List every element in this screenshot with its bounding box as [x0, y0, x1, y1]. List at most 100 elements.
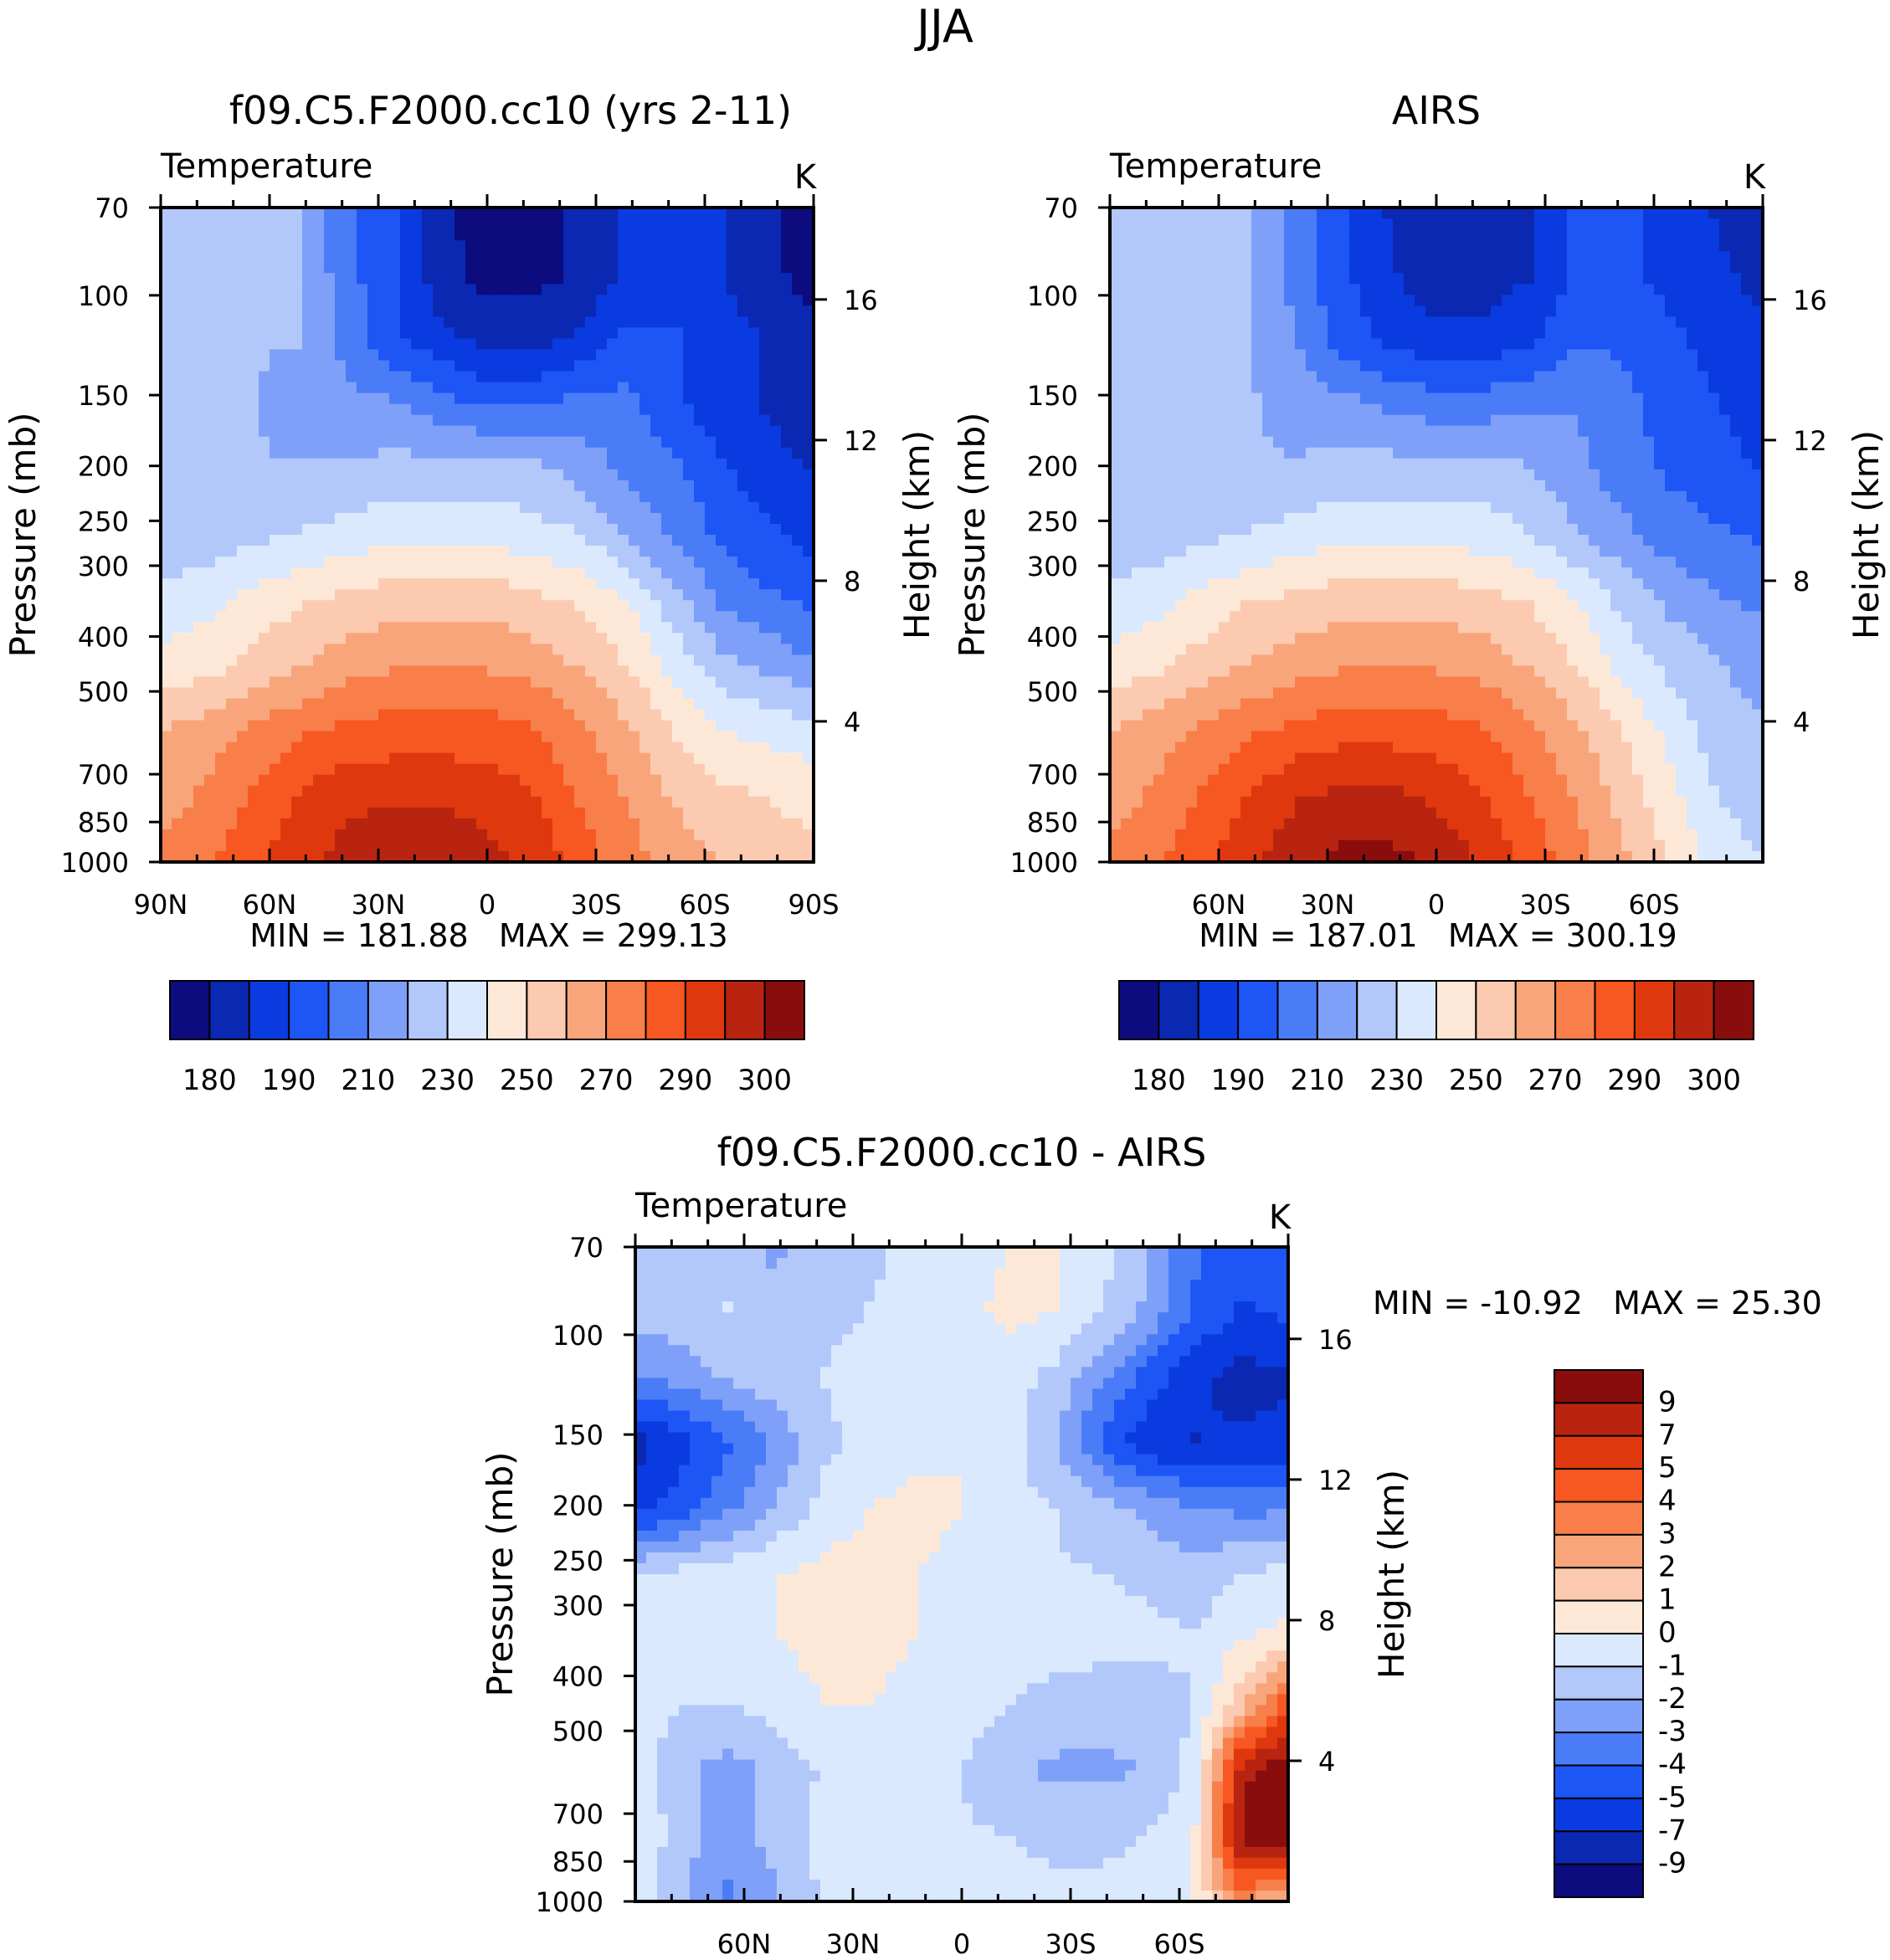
field-cell — [367, 535, 379, 546]
field-cell — [759, 622, 771, 634]
field-cell — [1328, 262, 1339, 274]
field-cell — [487, 796, 499, 808]
field-cell — [1534, 262, 1546, 274]
field-cell — [639, 818, 651, 830]
field-cell — [237, 229, 249, 241]
y-tick-label: 400 — [78, 622, 129, 654]
field-cell — [1600, 273, 1611, 285]
field-cell — [476, 240, 488, 252]
field-cell — [727, 425, 738, 438]
field-cell — [1621, 273, 1633, 285]
field-cell — [367, 490, 379, 503]
field-cell — [346, 535, 357, 546]
field-cell — [1240, 425, 1252, 438]
field-cell — [716, 622, 727, 634]
y-right-tick-label: 12 — [844, 425, 878, 457]
field-cell — [357, 523, 368, 536]
field-cell — [748, 741, 760, 754]
field-cell — [716, 229, 727, 241]
field-cell — [346, 305, 357, 318]
field-cell — [639, 338, 651, 351]
field-cell — [1534, 273, 1546, 285]
field-cell — [683, 523, 695, 536]
field-cell — [1752, 240, 1763, 252]
field-cell — [520, 251, 532, 263]
field-cell — [346, 807, 357, 819]
field-cell — [1197, 360, 1209, 372]
field-cell — [1708, 371, 1720, 383]
field-cell — [378, 600, 390, 613]
field-cell — [367, 644, 379, 656]
field-cell — [270, 458, 281, 470]
field-cell — [1425, 349, 1437, 362]
field-cell — [455, 316, 466, 329]
field-cell — [1502, 273, 1513, 285]
field-cell — [400, 284, 412, 296]
field-cell — [400, 600, 412, 613]
field-cell — [270, 578, 281, 590]
field-cell — [215, 208, 227, 219]
field-cell — [596, 633, 608, 645]
field-cell — [531, 785, 542, 798]
field-cell — [324, 469, 336, 481]
field-cell — [683, 218, 695, 230]
field-cell — [444, 654, 455, 667]
x-tick-label: 30N — [352, 889, 406, 921]
field-cell — [237, 763, 249, 776]
field-cell — [737, 589, 749, 601]
field-cell — [509, 829, 521, 841]
field-cell — [1502, 240, 1513, 252]
field-cell — [1284, 316, 1296, 329]
field-cell — [487, 305, 499, 318]
field-cell — [259, 785, 270, 798]
field-cell — [302, 218, 314, 230]
field-cell — [498, 393, 510, 405]
field-cell — [650, 720, 662, 732]
field-cell — [727, 622, 738, 634]
field-cell — [487, 480, 499, 492]
field-cell — [1600, 284, 1611, 296]
field-cell — [1676, 414, 1687, 427]
x-tick-label: 60S — [679, 889, 730, 921]
field-cell — [672, 578, 684, 590]
field-cell — [563, 535, 575, 546]
field-cell — [444, 218, 455, 230]
field-cell — [1610, 403, 1622, 416]
field-cell — [629, 295, 640, 307]
field-cell — [737, 403, 749, 416]
field-cell — [1262, 229, 1274, 241]
field-cell — [1328, 251, 1339, 263]
field-cell — [1643, 403, 1655, 416]
field-cell — [1371, 316, 1383, 329]
field-cell — [1197, 273, 1209, 285]
field-cell — [226, 338, 238, 351]
field-cell — [629, 709, 640, 721]
field-cell — [661, 414, 673, 427]
field-cell — [585, 262, 597, 274]
field-cell — [455, 796, 466, 808]
field-cell — [357, 567, 368, 579]
field-cell — [1164, 295, 1176, 307]
field-cell — [378, 709, 390, 721]
field-cell — [259, 414, 270, 427]
field-cell — [204, 654, 216, 667]
field-cell — [1523, 414, 1535, 427]
field-cell — [367, 687, 379, 700]
field-cell — [1262, 403, 1274, 416]
field-cell — [182, 447, 194, 459]
field-cell — [280, 447, 292, 459]
field-cell — [1610, 262, 1622, 274]
field-cell — [727, 709, 738, 721]
field-cell — [215, 490, 227, 503]
field-cell — [1610, 218, 1622, 230]
field-cell — [650, 665, 662, 678]
field-cell — [324, 512, 336, 525]
field-cell — [618, 316, 629, 329]
field-cell — [705, 305, 716, 318]
field-cell — [1197, 295, 1209, 307]
field-cell — [346, 447, 357, 459]
field-cell — [182, 557, 194, 568]
field-cell — [520, 600, 532, 613]
field-cell — [1545, 251, 1557, 263]
field-cell — [1371, 295, 1383, 307]
